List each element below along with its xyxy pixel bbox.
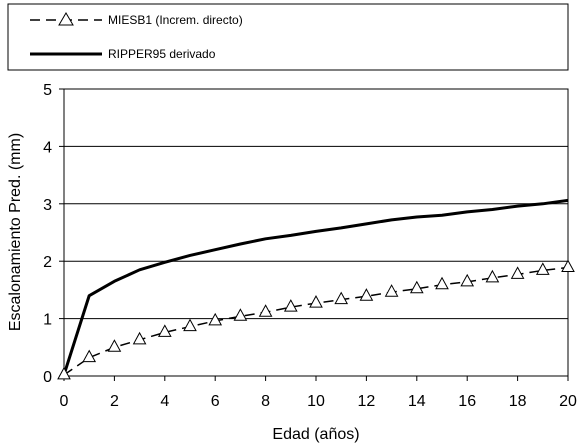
data-point-miesb1 [460,273,475,287]
legend-marker-triangle-miesb1 [58,12,74,26]
x-tick-label: 18 [509,393,527,410]
x-tick-label: 20 [559,393,577,410]
data-point-miesb1 [510,266,525,279]
data-point-miesb1 [208,312,223,326]
series-ripper95 [62,198,569,376]
data-point-miesb1 [157,324,172,337]
y-tick-label: 4 [43,139,52,156]
legend-box [7,3,569,71]
y-tick-label: 2 [43,254,52,271]
data-point-miesb1 [384,284,399,297]
data-point-miesb1 [233,308,248,321]
data-point-miesb1 [334,291,349,305]
gridlines [64,145,568,320]
data-point-miesb1 [561,259,575,273]
legend-label-ripper95: RIPPER95 derivado [108,47,216,61]
data-point-miesb1 [258,304,273,317]
x-axis-ticks: 0 2 4 6 8 10 12 14 16 18 20 [60,376,577,410]
data-point-miesb1 [309,295,323,308]
data-point-miesb1 [57,366,71,380]
x-tick-label: 12 [358,393,376,410]
data-point-miesb1 [435,276,449,290]
x-tick-label: 0 [60,393,69,410]
x-tick-label: 16 [458,393,476,410]
x-tick-label: 10 [307,393,325,410]
x-axis-title: Edad (años) [272,426,359,443]
data-point-miesb1 [485,269,500,283]
data-point-miesb1 [409,280,424,294]
data-point-miesb1 [359,288,374,301]
legend: MIESB1 (Increm. directo) RIPPER95 deriva… [7,3,569,71]
legend-label-miesb1: MIESB1 (Increm. directo) [108,13,243,27]
data-point-miesb1 [535,262,550,275]
x-tick-label: 2 [110,393,119,410]
data-point-miesb1 [132,331,147,345]
data-point-miesb1 [107,339,122,352]
data-point-miesb1 [183,318,197,332]
x-tick-label: 8 [261,393,270,410]
data-point-miesb1 [82,349,97,363]
x-tick-label: 4 [160,393,169,410]
y-axis-ticks: 0 1 2 3 4 5 [43,82,64,386]
y-tick-label: 0 [43,369,52,386]
x-tick-label: 6 [211,393,220,410]
data-point-miesb1 [283,299,298,312]
series-miesb1 [57,259,575,380]
y-axis-title: Escalonamiento Pred. (mm) [7,133,24,331]
y-tick-label: 5 [43,82,52,99]
series-line-ripper95 [62,198,569,376]
y-tick-label: 1 [43,312,52,329]
y-tick-label: 3 [43,197,52,214]
x-tick-label: 14 [408,393,426,410]
